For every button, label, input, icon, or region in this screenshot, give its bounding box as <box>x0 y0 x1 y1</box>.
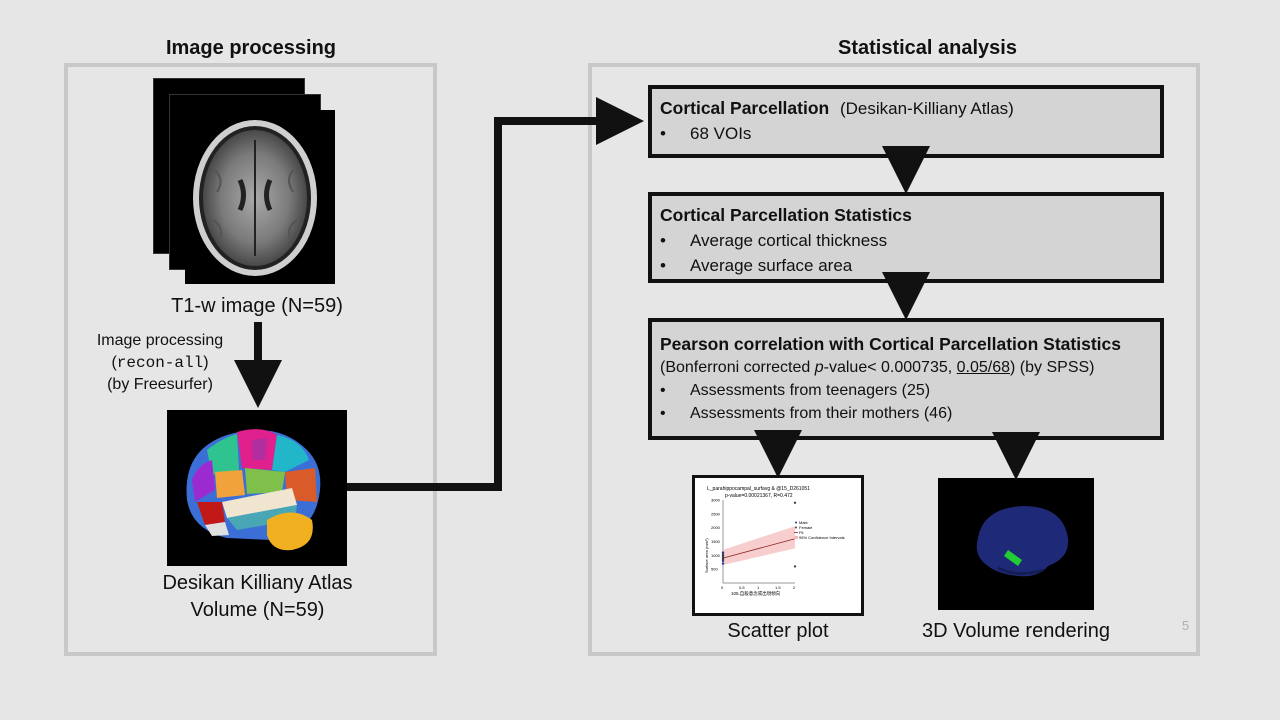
voi-count-item: 68 VOIs <box>660 121 1152 146</box>
processing-step-command: (recon-all) <box>111 354 209 372</box>
x-tick-label: 2 <box>793 585 796 590</box>
scatter-plot-frame: L_parahippocampal_surfavg & @15_D261051 … <box>692 475 864 616</box>
processing-step-line1: Image processing <box>96 332 224 349</box>
t1-image-caption: T1-w image (N=59) <box>171 295 343 317</box>
scatter-title: L_parahippocampal_surfavg & @15_D261051 <box>707 486 810 492</box>
bonferroni-suffix: ) (by SPSS) <box>1010 359 1095 376</box>
teenager-assessments-item: Assessments from teenagers (25) <box>660 379 1152 402</box>
scatter-point-female <box>721 555 725 558</box>
scatter-ylabel: Surface area (mm²) <box>704 538 709 573</box>
scatter-xlabel: 105.自殺意念或出現傾向 <box>731 590 781 597</box>
atlas-caption-line1: Desikan Killiany Atlas <box>162 572 353 594</box>
scatter-point-female <box>721 552 725 556</box>
cortical-parcellation-atlas: (Desikan-Killiany Atlas) <box>839 99 1014 118</box>
parcellation-statistics-box: Cortical Parcellation Statistics Average… <box>648 192 1164 283</box>
volume-render-caption: 3D Volume rendering <box>922 620 1110 642</box>
y-tick-label: 1000 <box>711 553 721 558</box>
scatter-points <box>721 501 797 568</box>
legend-male: Male <box>799 520 808 525</box>
legend-ci: 95% Confidence Intervals <box>799 535 845 540</box>
y-tick-label: 2000 <box>711 525 721 530</box>
y-tick-label: 3000 <box>711 498 721 503</box>
x-tick-label: 1 <box>757 585 760 590</box>
scatter-point-male <box>721 562 725 565</box>
scatter-plot-caption: Scatter plot <box>727 620 829 642</box>
scatter-ci-band <box>722 526 796 566</box>
bonferroni-prefix: (Bonferroni corrected <box>660 359 815 376</box>
scatter-point-female <box>793 501 797 504</box>
parcellation-statistics-heading: Cortical Parcellation Statistics <box>660 205 912 225</box>
legend-male-marker <box>795 521 797 524</box>
surface-area-item: Average surface area <box>660 253 1152 278</box>
atlas-caption-line2: Volume (N=59) <box>190 599 325 621</box>
bonferroni-fraction: 0.05/68 <box>956 359 1011 376</box>
bonferroni-note: (Bonferroni corrected p-value< 0.000735,… <box>660 357 1152 379</box>
fit-line <box>722 538 796 559</box>
scatter-point-female <box>721 558 725 561</box>
pearson-correlation-box: Pearson correlation with Cortical Parcel… <box>648 318 1164 440</box>
x-tick-label: 0.5 <box>739 585 745 590</box>
cortical-parcellation-box: Cortical Parcellation (Desikan-Killiany … <box>648 85 1164 158</box>
recon-all-command: recon-all <box>116 354 204 372</box>
volume-render-image <box>938 478 1094 610</box>
scatter-legend: Male Female Fit 95% Confidence Intervals <box>794 520 845 540</box>
processing-step-label: Image processing (recon-all) (by Freesur… <box>80 330 240 396</box>
scatter-subtitle: p-value=0.00021367, R=0.472 <box>725 493 793 499</box>
bonferroni-p: p <box>814 359 824 376</box>
legend-female: Female <box>799 525 813 530</box>
confidence-band <box>723 526 795 566</box>
legend-ci-marker <box>794 536 798 539</box>
processing-step-line3: (by Freesurfer) <box>107 376 213 393</box>
x-tick-label: 1.5 <box>775 585 781 590</box>
cortical-parcellation-heading: Cortical Parcellation <box>660 98 830 118</box>
statistical-analysis-title: Statistical analysis <box>838 37 1017 59</box>
x-tick-label: 0 <box>721 585 724 590</box>
mother-assessments-item: Assessments from their mothers (46) <box>660 402 1152 425</box>
cortical-thickness-item: Average cortical thickness <box>660 228 1152 253</box>
image-processing-title: Image processing <box>165 37 337 59</box>
y-tick-label: 2500 <box>711 511 721 516</box>
scatter-plot-chart: L_parahippocampal_surfavg & @15_D261051 … <box>704 486 845 597</box>
atlas-caption: Desikan Killiany Atlas Volume (N=59) <box>140 570 375 624</box>
desikan-atlas-image <box>167 410 347 566</box>
page-number: 5 <box>1182 618 1190 633</box>
y-tick-label: 500 <box>711 567 718 572</box>
bonferroni-threshold: -value< 0.000735, <box>823 359 957 376</box>
pearson-correlation-heading: Pearson correlation with Cortical Parcel… <box>660 334 1121 354</box>
t1-mri-image <box>185 110 335 284</box>
legend-fit: Fit <box>799 530 804 535</box>
y-tick-label: 1500 <box>711 539 721 544</box>
legend-female-marker <box>795 526 797 529</box>
scatter-point-female <box>793 565 797 568</box>
